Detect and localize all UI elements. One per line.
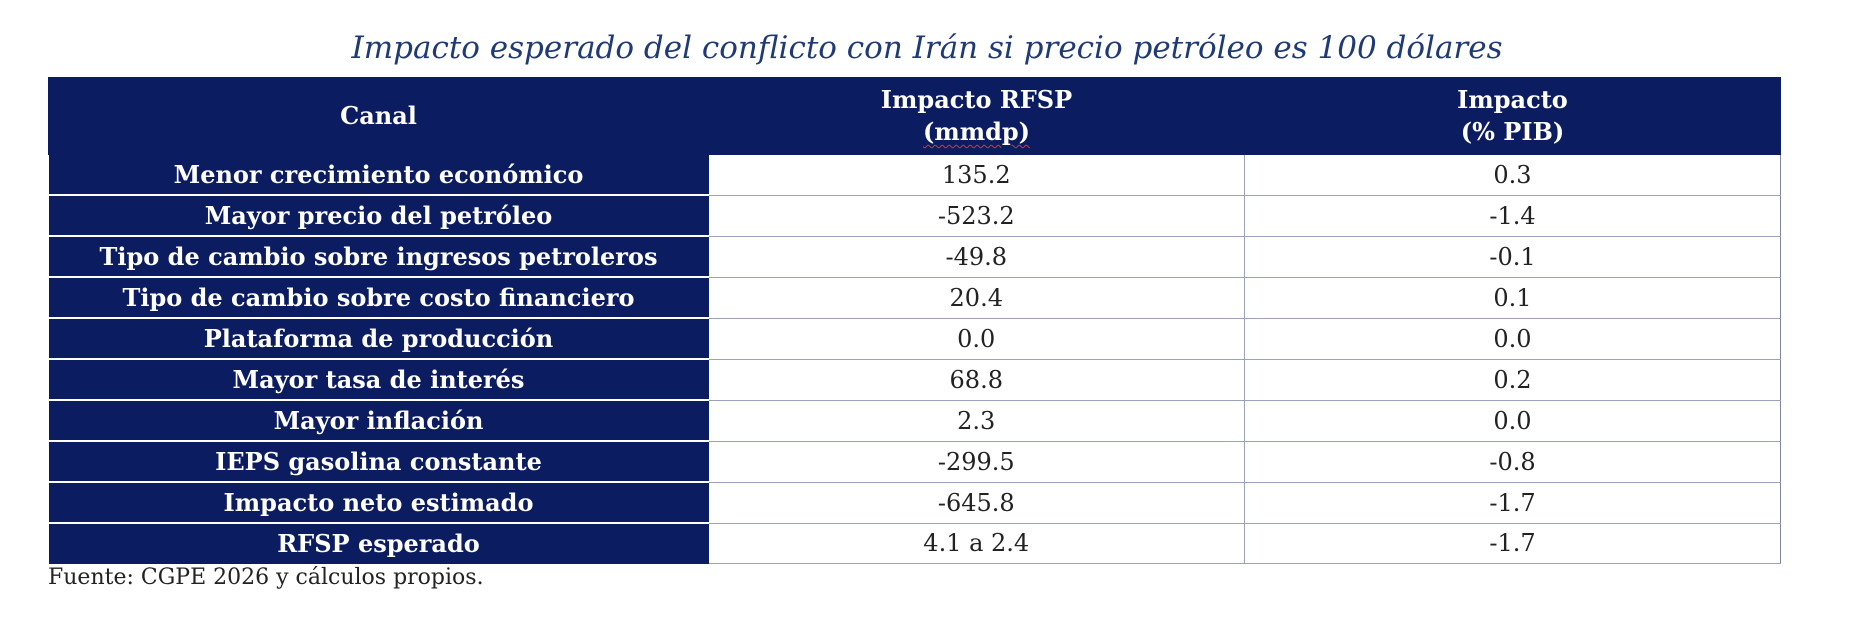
row-canal: Mayor inflación: [48, 400, 709, 442]
table-row: Mayor inflación 2.3 0.0: [48, 400, 1781, 442]
row-canal: Tipo de cambio sobre ingresos petroleros: [48, 236, 709, 278]
row-canal: Impacto neto estimado: [48, 482, 709, 524]
table-row: Mayor tasa de interés 68.8 0.2: [48, 359, 1781, 401]
row-rfsp-value: -299.5: [708, 441, 1245, 483]
row-pib-value: -0.1: [1244, 236, 1781, 278]
header-pib-line2: (% PIB): [1460, 117, 1565, 146]
row-pib-value: 0.2: [1244, 359, 1781, 401]
row-rfsp-value: 0.0: [708, 318, 1245, 360]
table-row: IEPS gasolina constante -299.5 -0.8: [48, 441, 1781, 483]
row-canal: Mayor tasa de interés: [48, 359, 709, 401]
row-pib-value: 0.3: [1244, 154, 1781, 196]
row-pib-value: 0.0: [1244, 318, 1781, 360]
header-canal-label: Canal: [340, 101, 417, 130]
row-canal: Plataforma de producción: [48, 318, 709, 360]
row-canal: IEPS gasolina constante: [48, 441, 709, 483]
row-rfsp-value: 135.2: [708, 154, 1245, 196]
source-note: Fuente: CGPE 2026 y cálculos propios.: [48, 565, 484, 590]
table-row: RFSP esperado 4.1 a 2.4 -1.7: [48, 523, 1781, 564]
row-pib-value: -1.7: [1244, 523, 1781, 564]
table-row: Tipo de cambio sobre ingresos petroleros…: [48, 236, 1781, 278]
row-rfsp-value: -523.2: [708, 195, 1245, 237]
row-pib-value: -0.8: [1244, 441, 1781, 483]
table-row: Menor crecimiento económico 135.2 0.3: [48, 154, 1781, 196]
header-pib-line1: Impacto: [1457, 85, 1568, 114]
row-pib-value: -1.7: [1244, 482, 1781, 524]
table-row: Mayor precio del petróleo -523.2 -1.4: [48, 195, 1781, 237]
table-title: Impacto esperado del conflicto con Irán …: [351, 30, 1503, 66]
row-canal: RFSP esperado: [48, 523, 709, 564]
impact-table: Canal Impacto RFSP (mmdp) Impacto (% PIB…: [48, 77, 1781, 564]
header-impacto-pib: Impacto (% PIB): [1244, 77, 1781, 155]
row-rfsp-value: 2.3: [708, 400, 1245, 442]
row-pib-value: 0.0: [1244, 400, 1781, 442]
row-canal: Tipo de cambio sobre costo financiero: [48, 277, 709, 319]
row-pib-value: -1.4: [1244, 195, 1781, 237]
row-rfsp-value: -645.8: [708, 482, 1245, 524]
header-canal: Canal: [48, 77, 709, 155]
row-pib-value: 0.1: [1244, 277, 1781, 319]
row-canal: Menor crecimiento económico: [48, 154, 709, 196]
header-rfsp-line2: (mmdp): [709, 116, 1244, 148]
table-row: Plataforma de producción 0.0 0.0: [48, 318, 1781, 360]
row-canal: Mayor precio del petróleo: [48, 195, 709, 237]
header-impacto-rfsp: Impacto RFSP (mmdp): [708, 77, 1245, 155]
row-rfsp-value: -49.8: [708, 236, 1245, 278]
row-rfsp-value: 20.4: [708, 277, 1245, 319]
header-row: Canal Impacto RFSP (mmdp) Impacto (% PIB…: [48, 77, 1781, 155]
header-rfsp-line1: Impacto RFSP: [880, 85, 1073, 114]
table-row: Impacto neto estimado -645.8 -1.7: [48, 482, 1781, 524]
table-row: Tipo de cambio sobre costo financiero 20…: [48, 277, 1781, 319]
row-rfsp-value: 4.1 a 2.4: [708, 523, 1245, 564]
row-rfsp-value: 68.8: [708, 359, 1245, 401]
header-rfsp-unit: (mmdp): [922, 117, 1031, 146]
